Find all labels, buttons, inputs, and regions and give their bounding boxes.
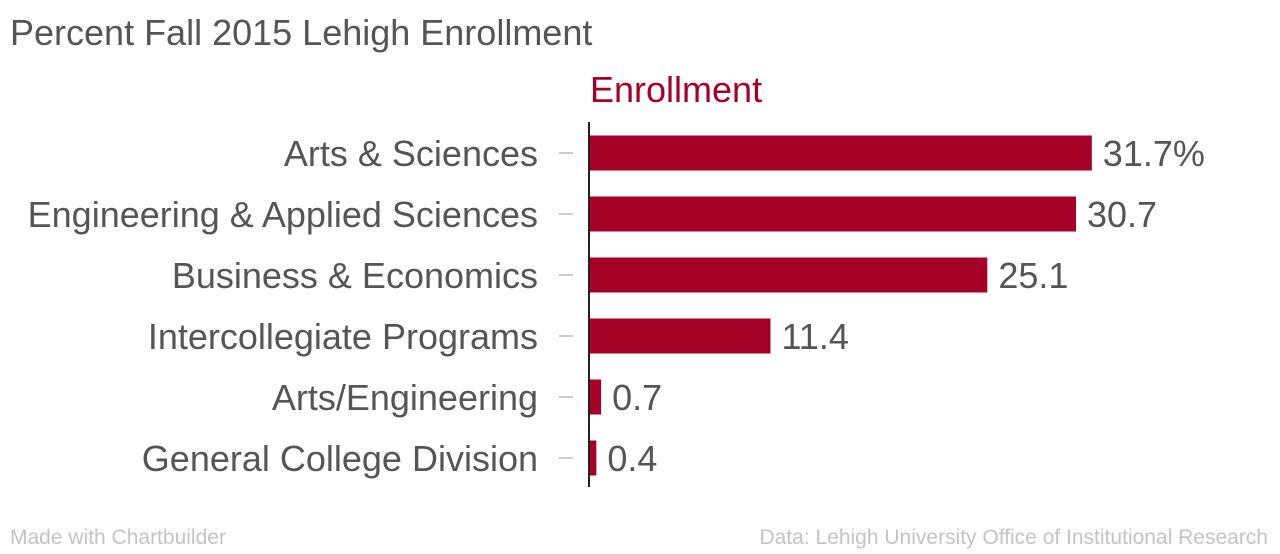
bar — [590, 440, 597, 476]
bar — [590, 379, 602, 415]
footer-source: Data: Lehigh University Office of Instit… — [759, 526, 1268, 549]
bar-value-label: 30.7 — [1087, 194, 1157, 235]
bar — [590, 318, 771, 354]
bar-value-label: 31.7% — [1103, 133, 1205, 174]
series-legend-label: Enrollment — [590, 69, 762, 110]
y-axis-ticks — [559, 152, 573, 459]
bar — [590, 135, 1092, 171]
category-label: Arts & Sciences — [284, 133, 538, 174]
category-label: Intercollegiate Programs — [148, 316, 538, 357]
bars — [590, 135, 1092, 476]
footer-credit: Made with Chartbuilder — [10, 526, 226, 549]
category-label: General College Division — [142, 438, 538, 479]
chart-title: Percent Fall 2015 Lehigh Enrollment — [10, 12, 593, 53]
category-label: Engineering & Applied Sciences — [28, 194, 538, 235]
bar-value-label: 0.7 — [612, 377, 662, 418]
bar-value-label: 25.1 — [998, 255, 1068, 296]
category-label: Arts/Engineering — [272, 377, 538, 418]
bar — [590, 196, 1076, 232]
value-labels: 31.7% 30.7 25.1 11.4 0.7 0.4 — [607, 133, 1205, 479]
bar-value-label: 0.4 — [607, 438, 657, 479]
category-label: Business & Economics — [172, 255, 538, 296]
bar — [590, 257, 988, 293]
y-axis-labels: Arts & Sciences Engineering & Applied Sci… — [28, 133, 538, 479]
bar-value-label: 11.4 — [781, 316, 848, 357]
